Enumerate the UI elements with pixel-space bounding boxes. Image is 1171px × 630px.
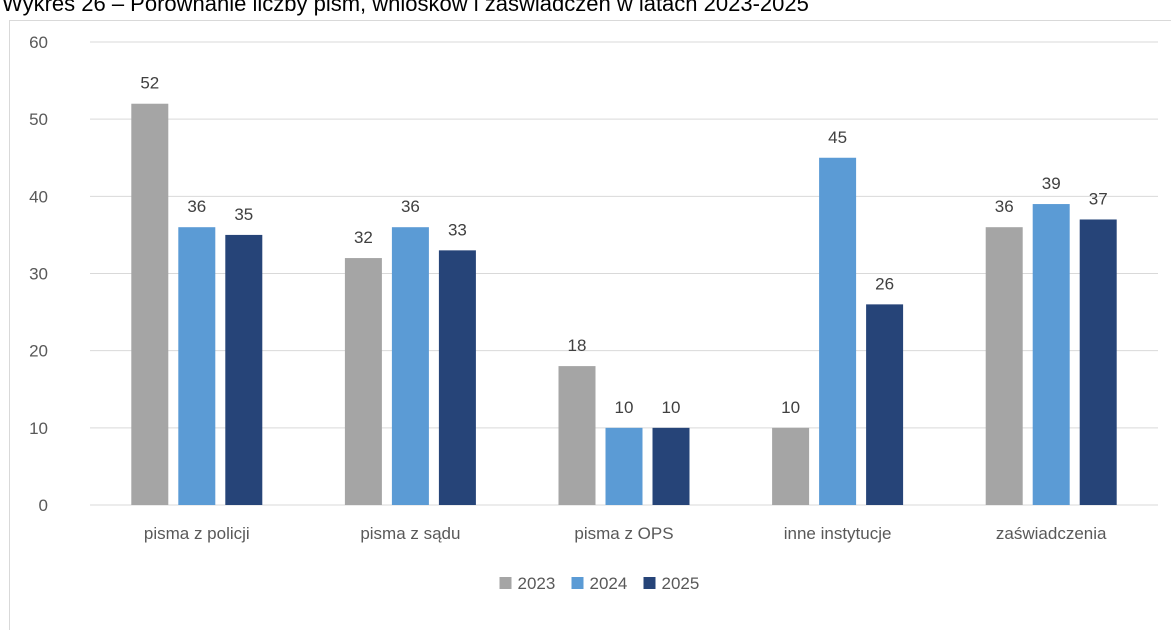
- x-tick-label: pisma z OPS: [574, 524, 673, 543]
- bar-2025: [225, 234, 263, 505]
- bar-2023: [558, 366, 596, 505]
- data-label: 18: [568, 336, 587, 355]
- bars: [131, 103, 1117, 506]
- y-tick-label: 50: [29, 110, 48, 129]
- legend-swatch-2025: [643, 577, 656, 589]
- legend-label-2023: 2023: [518, 574, 556, 593]
- y-tick-label: 0: [39, 496, 48, 515]
- x-tick-label: zaświadczenia: [996, 524, 1107, 543]
- data-label: 10: [615, 398, 634, 417]
- bar-2023: [344, 258, 382, 505]
- chart-frame: [9, 20, 1171, 630]
- bar-2024: [1032, 204, 1070, 506]
- bar-2024: [391, 227, 429, 505]
- legend-label-2024: 2024: [590, 574, 628, 593]
- chart-title: Wykres 26 – Porównanie liczby pism, wnio…: [2, 0, 809, 16]
- data-label: 37: [1089, 189, 1108, 208]
- legend-swatch-2023: [499, 577, 512, 589]
- data-label: 10: [781, 398, 800, 417]
- data-label: 35: [234, 205, 253, 224]
- data-label: 32: [354, 228, 373, 247]
- bar-2025: [1079, 219, 1117, 505]
- bar-2025: [438, 250, 476, 505]
- y-tick-label: 30: [29, 265, 48, 284]
- x-tick-label: inne instytucje: [784, 524, 892, 543]
- bar-2023: [772, 427, 810, 505]
- axes: 0 10 20 30 40 50 60 pisma z policji pisma z sądu…: [29, 33, 1107, 543]
- bar-2025: [652, 427, 690, 505]
- x-tick-label: pisma z sądu: [360, 524, 460, 543]
- bar-2024: [178, 227, 216, 505]
- y-tick-label: 40: [29, 187, 48, 206]
- legend: 2023 2024 2025: [499, 574, 700, 593]
- gridlines: [90, 41, 1158, 506]
- bar-2025: [866, 304, 904, 505]
- data-label: 52: [140, 74, 159, 93]
- data-labels: 52 36 35 32 36 33 18 10 10 10 45 26 36 39 37: [140, 74, 1107, 417]
- data-label: 36: [995, 197, 1014, 216]
- bar-2024: [605, 427, 643, 505]
- y-tick-label: 20: [29, 342, 48, 361]
- data-label: 45: [828, 128, 847, 147]
- data-label: 36: [401, 197, 420, 216]
- legend-swatch-2024: [571, 577, 584, 589]
- data-label: 10: [662, 398, 681, 417]
- bar-2023: [985, 227, 1023, 505]
- bar-2023: [131, 103, 169, 505]
- bar-2024: [819, 157, 857, 505]
- data-label: 33: [448, 220, 467, 239]
- data-label: 26: [875, 274, 894, 293]
- y-tick-label: 60: [29, 33, 48, 52]
- data-label: 36: [187, 197, 206, 216]
- y-tick-label: 10: [29, 419, 48, 438]
- data-label: 39: [1042, 174, 1061, 193]
- legend-label-2025: 2025: [662, 574, 700, 593]
- x-tick-label: pisma z policji: [144, 524, 250, 543]
